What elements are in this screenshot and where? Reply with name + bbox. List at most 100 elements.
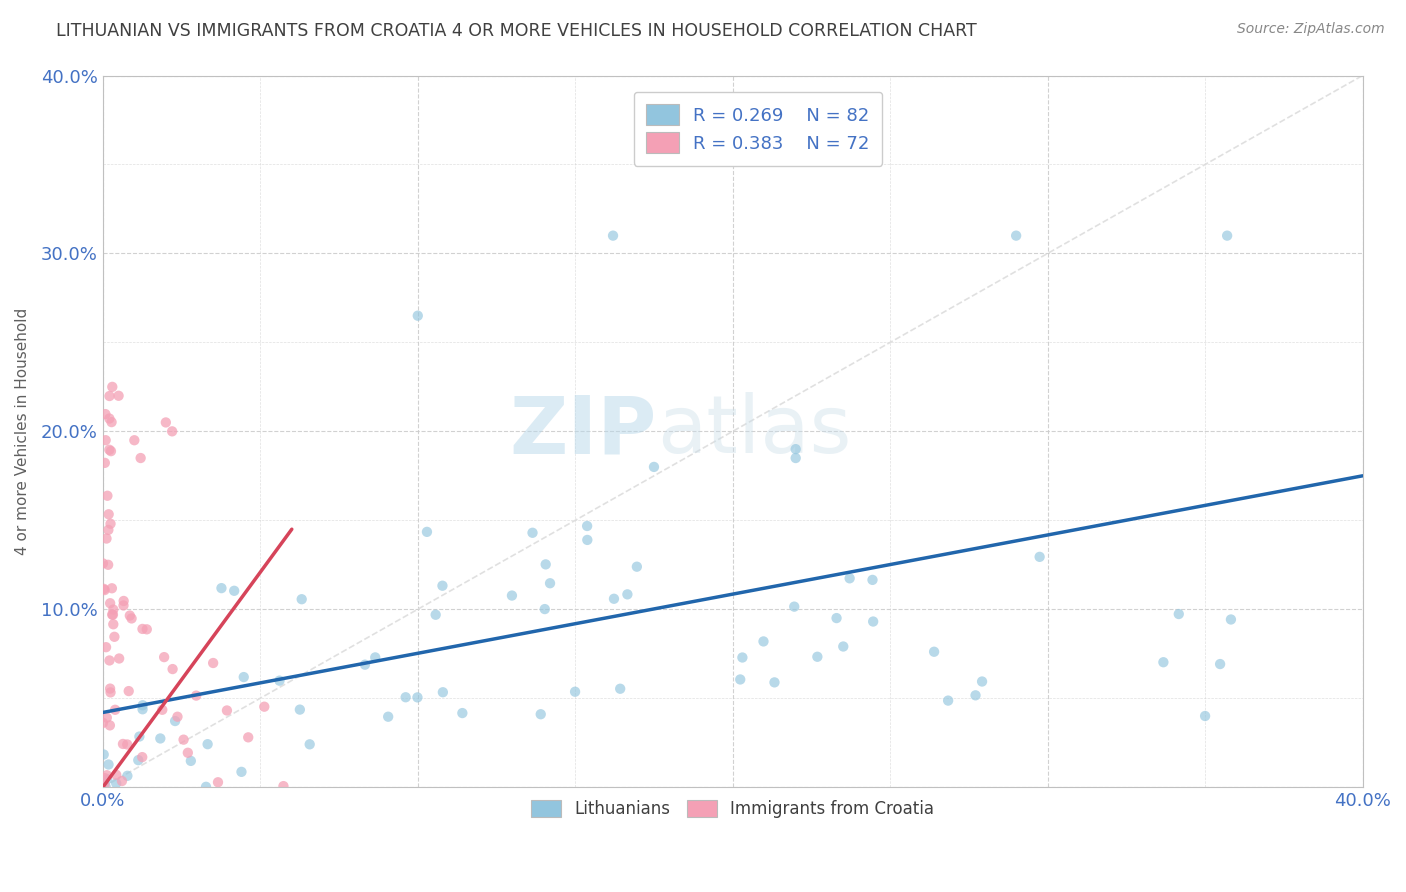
Point bbox=[149, 731, 172, 746]
Point bbox=[91, 557, 114, 571]
Point bbox=[395, 690, 418, 705]
Point bbox=[273, 779, 295, 793]
Point bbox=[97, 558, 120, 572]
Point bbox=[1005, 228, 1028, 243]
Point bbox=[564, 684, 586, 698]
Point bbox=[162, 662, 184, 676]
Point bbox=[103, 630, 125, 644]
Point bbox=[112, 594, 135, 608]
Point bbox=[97, 508, 120, 522]
Point bbox=[364, 650, 387, 665]
Point bbox=[111, 774, 134, 789]
Point bbox=[112, 599, 135, 613]
Point bbox=[160, 425, 183, 439]
Point bbox=[1028, 549, 1050, 564]
Point bbox=[98, 653, 121, 667]
Point bbox=[288, 703, 311, 717]
Point bbox=[838, 571, 860, 585]
Point bbox=[165, 714, 187, 728]
Point bbox=[121, 611, 143, 625]
Point bbox=[186, 689, 208, 703]
Point bbox=[101, 581, 124, 595]
Point bbox=[101, 380, 124, 394]
Point bbox=[238, 731, 260, 745]
Point bbox=[533, 602, 555, 616]
Point bbox=[416, 524, 439, 539]
Point bbox=[100, 444, 122, 458]
Point bbox=[124, 434, 146, 448]
Point bbox=[501, 589, 523, 603]
Point bbox=[936, 693, 959, 707]
Point bbox=[1194, 709, 1216, 723]
Point bbox=[103, 617, 125, 632]
Point bbox=[131, 750, 153, 764]
Point bbox=[101, 607, 124, 622]
Point bbox=[643, 459, 665, 474]
Point bbox=[377, 709, 399, 723]
Point bbox=[100, 516, 122, 531]
Point bbox=[825, 611, 848, 625]
Point bbox=[94, 771, 117, 785]
Point bbox=[131, 698, 153, 713]
Point bbox=[451, 706, 474, 720]
Text: ZIP: ZIP bbox=[510, 392, 657, 470]
Point bbox=[118, 684, 141, 698]
Point bbox=[731, 650, 754, 665]
Point bbox=[211, 581, 233, 595]
Point bbox=[576, 533, 599, 547]
Point bbox=[291, 592, 314, 607]
Point bbox=[166, 710, 188, 724]
Point bbox=[105, 776, 128, 790]
Point bbox=[96, 772, 118, 787]
Point bbox=[626, 559, 648, 574]
Point bbox=[269, 673, 291, 688]
Point bbox=[180, 754, 202, 768]
Point bbox=[763, 675, 786, 690]
Point bbox=[91, 715, 114, 730]
Point bbox=[93, 778, 115, 792]
Point bbox=[202, 656, 225, 670]
Text: atlas: atlas bbox=[657, 392, 852, 470]
Point bbox=[432, 685, 454, 699]
Point bbox=[1152, 655, 1174, 669]
Point bbox=[153, 650, 176, 665]
Point bbox=[432, 579, 454, 593]
Point bbox=[298, 737, 321, 751]
Text: Source: ZipAtlas.com: Source: ZipAtlas.com bbox=[1237, 22, 1385, 37]
Point bbox=[224, 583, 246, 598]
Point bbox=[155, 416, 177, 430]
Point bbox=[806, 649, 828, 664]
Point bbox=[100, 415, 122, 429]
Point bbox=[783, 599, 806, 614]
Point bbox=[425, 607, 447, 622]
Point bbox=[93, 747, 115, 762]
Point bbox=[129, 450, 152, 465]
Point bbox=[603, 591, 626, 606]
Point bbox=[94, 780, 117, 794]
Point bbox=[104, 703, 127, 717]
Point bbox=[117, 769, 139, 783]
Point bbox=[94, 433, 117, 447]
Point bbox=[96, 532, 118, 546]
Point bbox=[970, 674, 993, 689]
Point bbox=[534, 558, 557, 572]
Point bbox=[862, 573, 884, 587]
Point bbox=[115, 738, 138, 752]
Point bbox=[253, 699, 276, 714]
Point bbox=[111, 737, 134, 751]
Legend: Lithuanians, Immigrants from Croatia: Lithuanians, Immigrants from Croatia bbox=[524, 794, 941, 825]
Point bbox=[832, 640, 855, 654]
Point bbox=[215, 703, 238, 717]
Point bbox=[131, 622, 153, 636]
Point bbox=[1216, 228, 1239, 243]
Point bbox=[354, 657, 377, 672]
Point bbox=[107, 389, 129, 403]
Point bbox=[98, 718, 121, 732]
Point bbox=[538, 576, 561, 591]
Point bbox=[128, 730, 150, 744]
Point bbox=[576, 519, 599, 533]
Point bbox=[231, 764, 253, 779]
Point bbox=[522, 525, 544, 540]
Point bbox=[94, 407, 117, 421]
Point bbox=[97, 523, 120, 537]
